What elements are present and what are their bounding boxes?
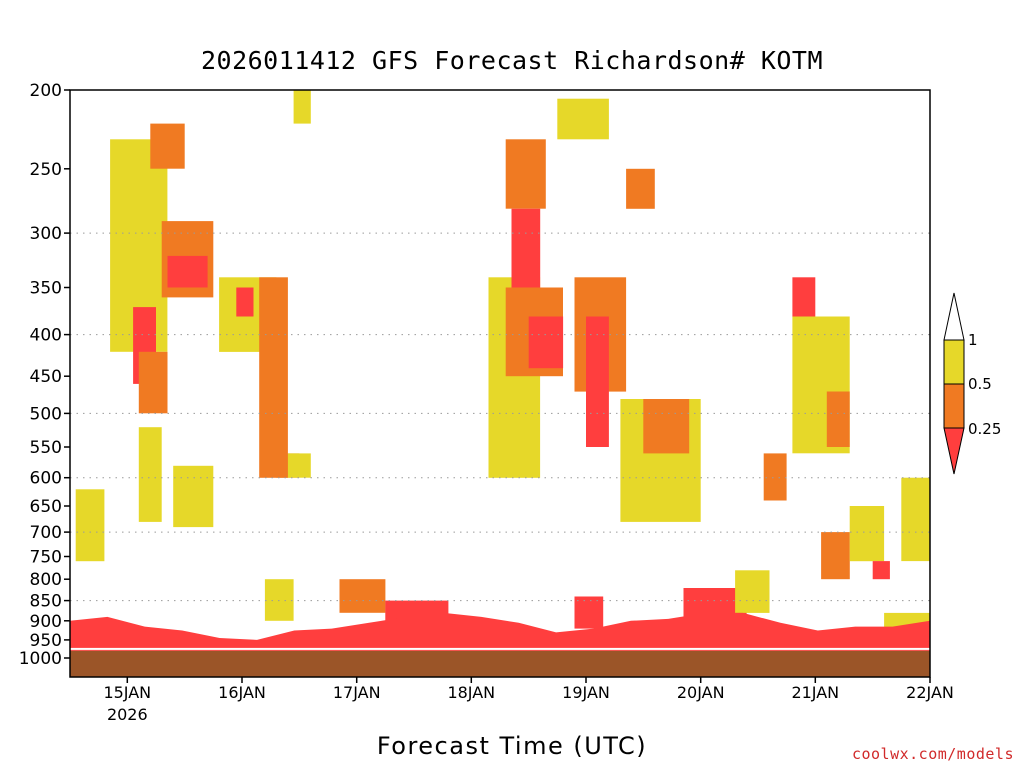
y-tick-label-600: 600 — [30, 469, 62, 489]
ri-region-0 — [75, 489, 105, 562]
colorbar-bin-high — [943, 339, 965, 385]
x-tick-label-22: 22JAN — [906, 683, 954, 702]
y-tick-label-700: 700 — [30, 523, 62, 543]
plot-frame — [69, 89, 931, 678]
y-tick-label-400: 400 — [30, 326, 62, 346]
ri-region-32 — [763, 453, 787, 501]
x-tick-label-15: 15JAN — [103, 683, 151, 702]
y-tick-label-650: 650 — [30, 497, 62, 517]
ri-region-20 — [511, 208, 541, 288]
x-tick-label-19: 19JAN — [562, 683, 610, 702]
ri-region-33 — [792, 277, 816, 317]
y-tick-label-900: 900 — [30, 612, 62, 632]
surface-line — [70, 647, 930, 650]
ri-region-11 — [259, 277, 288, 478]
y-tick-label-1000: 1000 — [19, 649, 62, 669]
ri-region-3 — [138, 351, 168, 414]
ri-region-39 — [901, 477, 930, 562]
credit-link[interactable]: coolwx.com/models — [851, 745, 1014, 763]
ri-region-35 — [826, 391, 850, 447]
x-axis-label: Forecast Time (UTC) — [376, 732, 648, 760]
plot-cells — [70, 90, 930, 677]
y-tick-label-500: 500 — [30, 404, 62, 424]
ri-region-13 — [287, 453, 311, 478]
y-tick-label-200: 200 — [30, 81, 62, 101]
colorbar-bin-mid — [943, 383, 965, 429]
y-tick-label-950: 950 — [30, 631, 62, 651]
y-tick-label-550: 550 — [30, 438, 62, 458]
y-tick-label-450: 450 — [30, 367, 62, 387]
ri-region-16 — [339, 579, 386, 613]
ri-region-38 — [872, 561, 890, 580]
ri-region-29 — [574, 596, 604, 629]
ri-region-10 — [236, 287, 254, 317]
y-tick-label-850: 850 — [30, 592, 62, 612]
ri-region-26 — [626, 168, 655, 209]
x-tick-label-17: 17JAN — [333, 683, 381, 702]
colorbar-label-1: 0.5 — [968, 375, 992, 393]
x-tick-label-16: 16JAN — [218, 683, 266, 702]
x-tick-label-18: 18JAN — [447, 683, 495, 702]
x-tick-label-21: 21JAN — [791, 683, 839, 702]
chart-title: 2026011412 GFS Forecast Richardson# KOTM — [200, 46, 824, 75]
y-tick-label-300: 300 — [30, 224, 62, 244]
y-tick-label-750: 750 — [30, 548, 62, 568]
ri-region-7 — [167, 255, 208, 288]
x-tick-label-20: 20JAN — [677, 683, 725, 702]
ri-region-25 — [586, 316, 609, 447]
ri-region-23 — [557, 98, 609, 140]
ri-region-31 — [735, 570, 770, 613]
y-tick-label-350: 350 — [30, 279, 62, 299]
plot-grid — [70, 232, 930, 602]
ground-region — [70, 650, 930, 677]
colorbar-top-triangle — [943, 292, 965, 341]
ri-region-36 — [821, 532, 850, 580]
colorbar-bin-low — [943, 427, 965, 475]
ri-region-15 — [264, 579, 294, 621]
x-axis: 15JAN 2026 16JAN 17JAN 18JAN 19JAN 20JAN 21JAN 2… — [103, 677, 954, 724]
colorbar: 1 0.5 0.25 — [943, 292, 1001, 475]
ri-region-5 — [150, 123, 185, 169]
ri-region-37 — [849, 506, 885, 562]
boundary-layer-region — [70, 612, 930, 651]
y-axis: 200 250 300 350 400 450 500 550 600 650 700 7508008… — [19, 81, 70, 669]
ri-region-22 — [528, 316, 564, 369]
colorbar-label-2: 0.25 — [968, 420, 1001, 438]
ri-region-28 — [643, 399, 690, 454]
x-tick-sublabel: 2026 — [107, 705, 148, 724]
y-tick-label-250: 250 — [30, 160, 62, 180]
ri-region-14 — [293, 90, 311, 124]
ri-region-19 — [505, 139, 546, 209]
ri-region-8 — [173, 465, 214, 528]
ri-region-4 — [138, 427, 162, 522]
y-tick-label-800: 800 — [30, 570, 62, 590]
colorbar-label-0: 1 — [968, 331, 978, 349]
